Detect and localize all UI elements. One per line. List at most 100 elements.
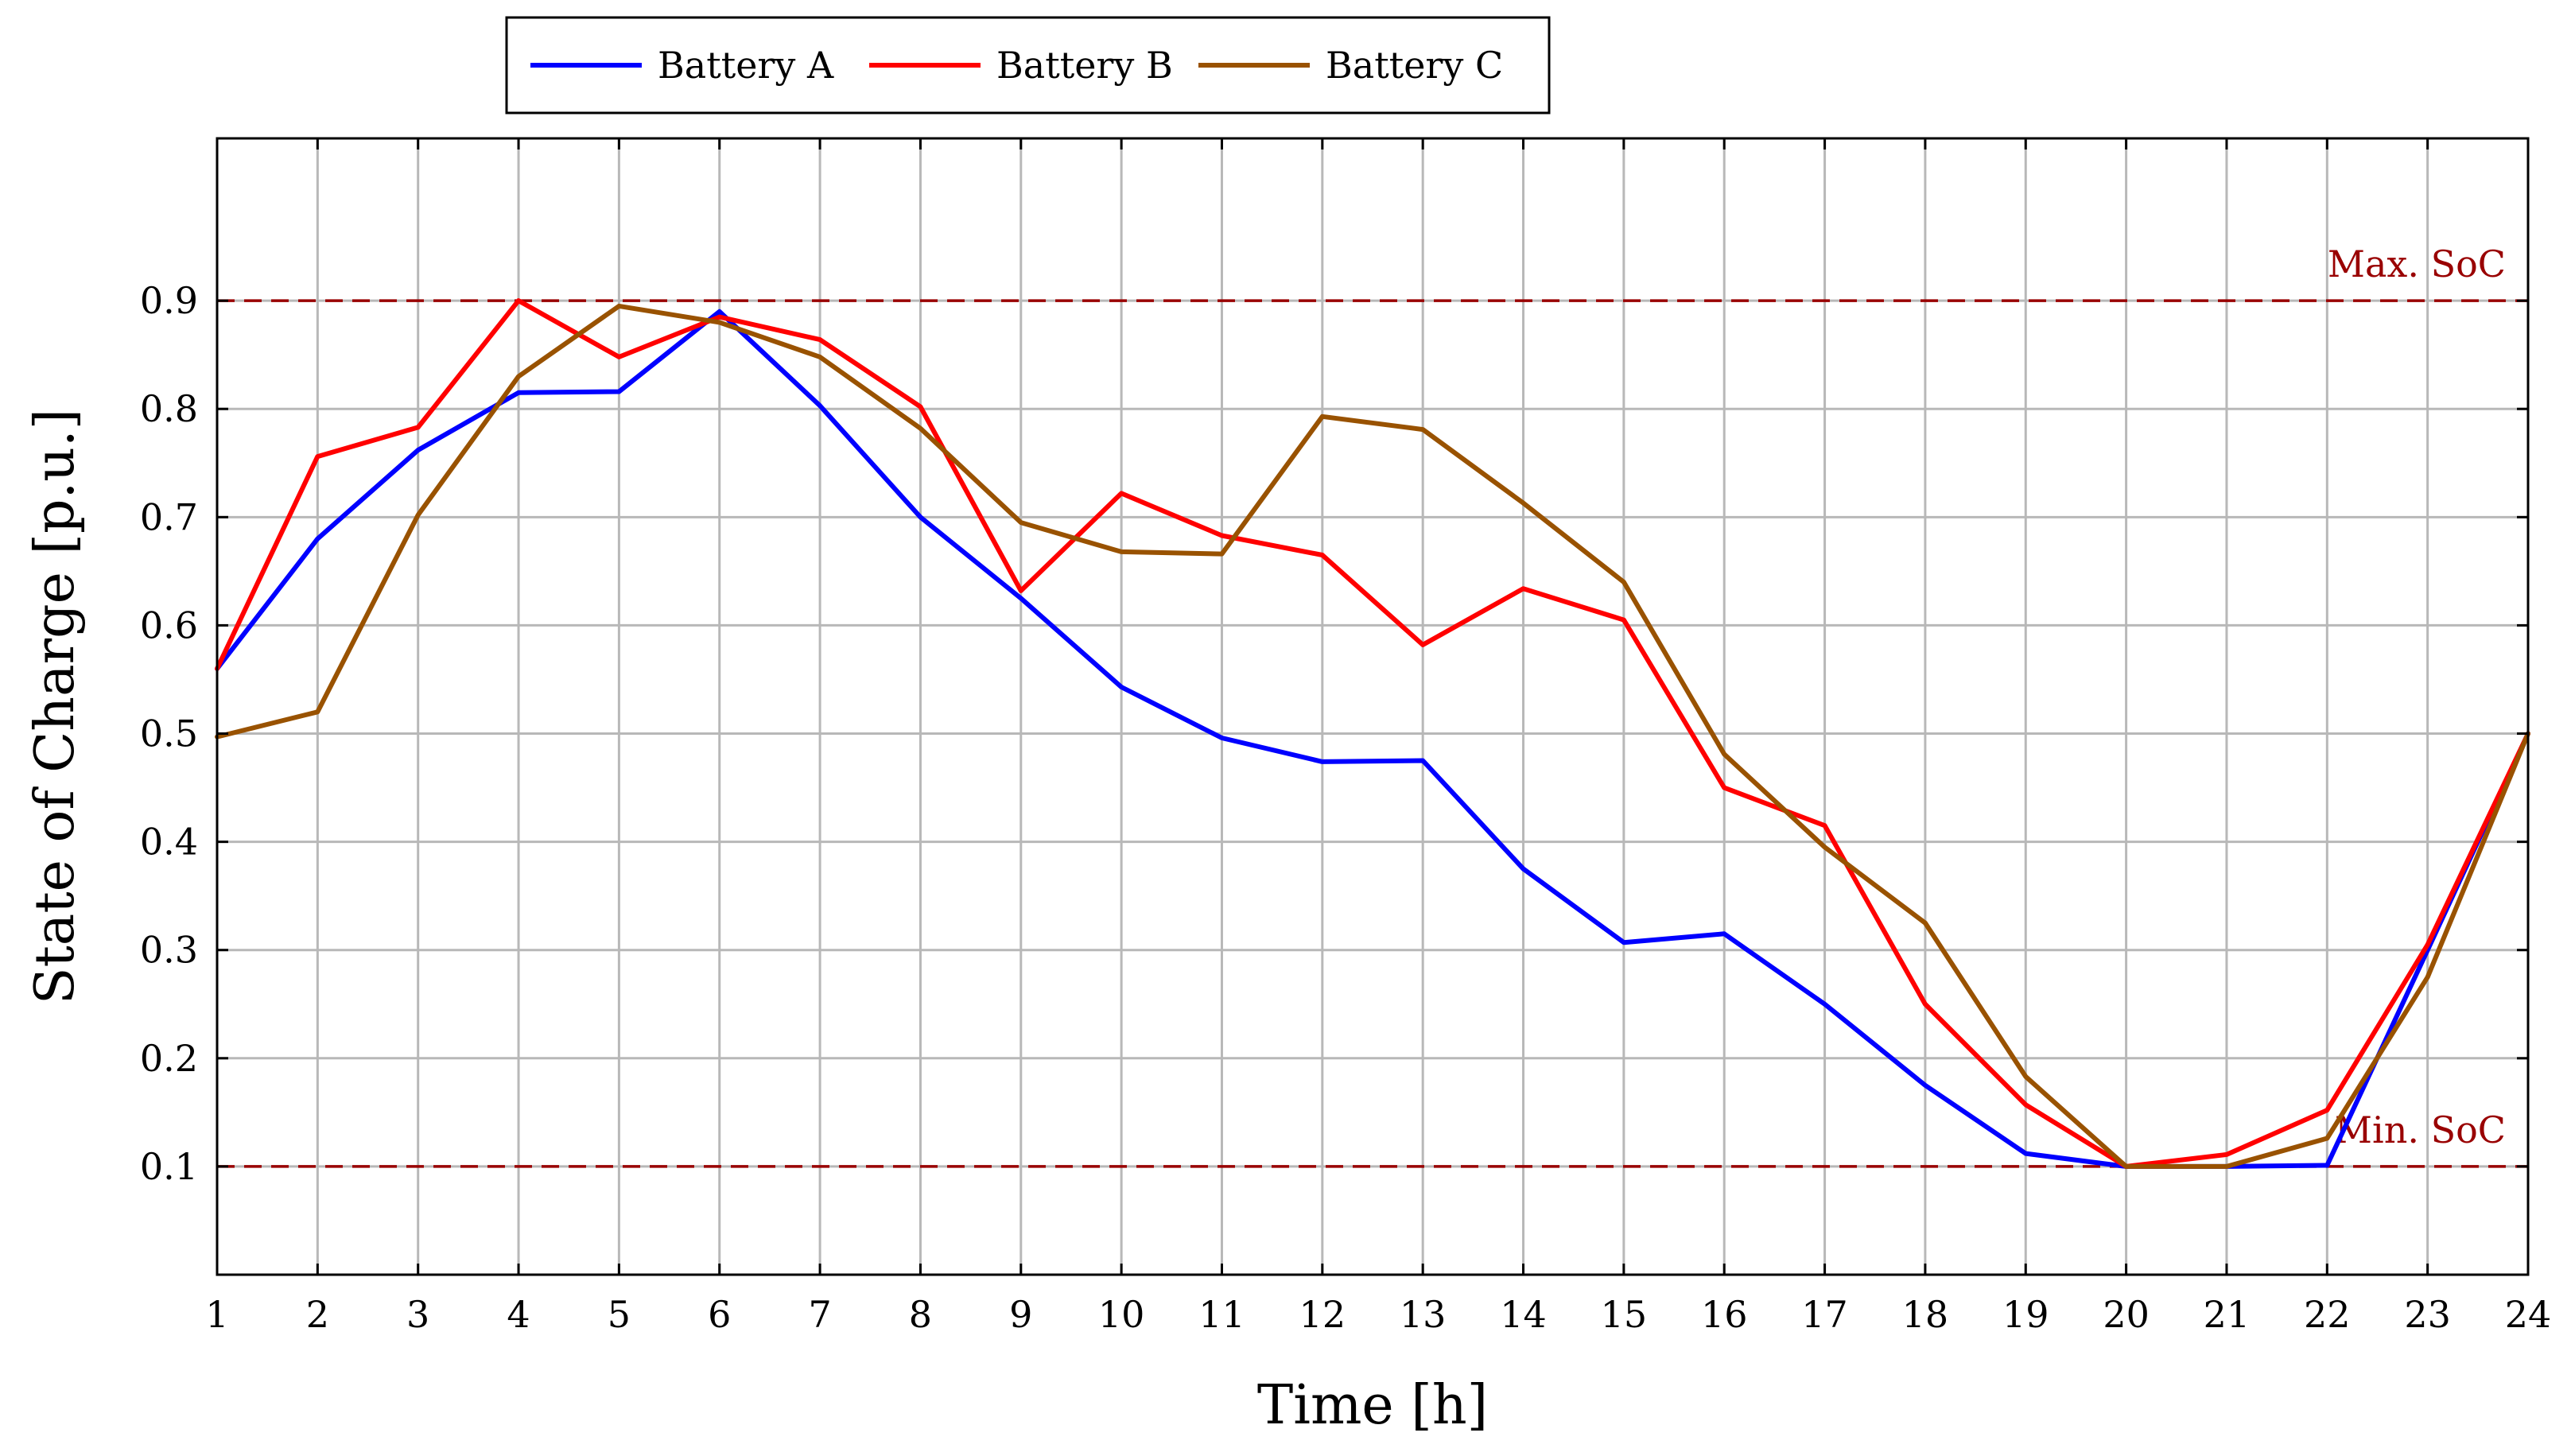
x-axis-title: Time [h] xyxy=(1257,1374,1488,1437)
y-tick-label: 0.9 xyxy=(140,279,198,322)
series-2-point xyxy=(717,315,722,320)
series-3-point xyxy=(516,374,521,379)
x-tick-label: 13 xyxy=(1400,1293,1447,1336)
legend: Battery A Battery B Battery C xyxy=(505,16,1551,115)
series-2-point xyxy=(2224,1152,2229,1157)
series-3-point xyxy=(1219,552,1224,557)
series-3-point xyxy=(1722,751,1726,756)
series-2-point xyxy=(2324,1108,2329,1112)
series-1-point xyxy=(1621,940,1626,945)
series-1-point xyxy=(1521,867,1526,872)
axis-ticks: 1 2 3 4 5 6 7 8 9 10 11 12 13 14 15 16 17 18 19 20 21 22 23 240… xyxy=(140,138,2551,1336)
series-2-point xyxy=(1722,786,1726,790)
series-2-point xyxy=(1923,1002,1928,1007)
series-3-point xyxy=(1521,501,1526,506)
x-tick-label: 2 xyxy=(306,1293,329,1336)
series-3-point xyxy=(918,426,922,431)
x-tick-label: 6 xyxy=(708,1293,731,1336)
series-1-point xyxy=(717,309,722,314)
legend-label-3: Battery C xyxy=(1326,44,1503,87)
series-2-point xyxy=(1420,643,1425,647)
x-tick-label: 1 xyxy=(205,1293,228,1336)
series-3-point xyxy=(1320,414,1325,419)
series-3-point xyxy=(416,513,421,518)
series-3-point xyxy=(1823,844,1827,849)
series-1-point xyxy=(1722,931,1726,936)
series-3-point xyxy=(1420,427,1425,432)
legend-label-2: Battery B xyxy=(996,44,1173,87)
series-3-point xyxy=(1119,549,1124,554)
series-1-point xyxy=(1320,759,1325,764)
series-1-point xyxy=(818,403,822,408)
x-tick-label: 5 xyxy=(608,1293,631,1336)
x-tick-label: 17 xyxy=(1801,1293,1848,1336)
series-2-point xyxy=(1621,618,1626,623)
x-tick-label: 16 xyxy=(1701,1293,1748,1336)
series-1-point xyxy=(2324,1163,2329,1168)
series-2-point xyxy=(1823,823,1827,828)
series-1-point xyxy=(1219,736,1224,740)
series-2-point xyxy=(1320,553,1325,557)
series-line-3 xyxy=(215,303,2530,1169)
x-tick-label: 9 xyxy=(1009,1293,1032,1336)
series-2-point xyxy=(2023,1102,2028,1107)
x-tick-label: 8 xyxy=(909,1293,932,1336)
series-3-point xyxy=(1923,921,1928,926)
y-tick-label: 0.3 xyxy=(140,929,198,972)
x-tick-label: 10 xyxy=(1098,1293,1145,1336)
series-1-point xyxy=(1923,1083,1928,1088)
series-1-point xyxy=(516,390,521,395)
series-2-point xyxy=(1521,586,1526,591)
x-tick-label: 20 xyxy=(2103,1293,2150,1336)
y-tick-label: 0.8 xyxy=(140,387,198,430)
x-tick-label: 15 xyxy=(1601,1293,1648,1336)
x-tick-label: 18 xyxy=(1902,1293,1949,1336)
series-3-point xyxy=(2425,975,2430,980)
series-2-point xyxy=(918,405,922,410)
legend-label-1: Battery A xyxy=(658,44,834,87)
series-2-point xyxy=(1119,491,1124,495)
series-3-point xyxy=(818,355,822,359)
series-3-point xyxy=(2023,1074,2028,1079)
x-tick-label: 14 xyxy=(1500,1293,1547,1336)
series-1-point xyxy=(1119,685,1124,689)
plot-frame xyxy=(216,137,2530,1276)
series-2-point xyxy=(818,337,822,342)
legend-box xyxy=(505,16,1551,115)
x-tick-label: 19 xyxy=(2002,1293,2049,1336)
series-line-1 xyxy=(215,309,2530,1169)
y-tick-label: 0.5 xyxy=(140,712,198,755)
series-3-point xyxy=(2124,1164,2129,1169)
x-tick-label: 12 xyxy=(1299,1293,1346,1336)
series-1-point xyxy=(1823,1002,1827,1007)
series-2-point xyxy=(315,454,320,459)
series-3-point xyxy=(1621,580,1626,584)
reference-lines: Max. SoC Min. SoC xyxy=(217,243,2528,1168)
series-2-point xyxy=(1019,588,1023,593)
series-1-point xyxy=(1019,596,1023,600)
series-1-point xyxy=(315,537,320,542)
y-tick-label: 0.4 xyxy=(140,821,198,864)
reference-line-label: Max. SoC xyxy=(2328,243,2506,285)
series-3-point xyxy=(2224,1164,2229,1169)
series-2-point xyxy=(616,355,621,359)
series-3-point xyxy=(616,304,621,309)
grid xyxy=(216,138,2530,1275)
y-tick-label: 0.6 xyxy=(140,604,198,646)
x-tick-label: 4 xyxy=(507,1293,530,1336)
series-2-point xyxy=(1219,533,1224,538)
series-2-point xyxy=(416,425,421,429)
series-2-point xyxy=(2425,942,2430,947)
series-1-point xyxy=(1420,759,1425,763)
x-tick-label: 23 xyxy=(2404,1293,2451,1336)
y-tick-label: 0.7 xyxy=(140,495,198,538)
x-tick-label: 24 xyxy=(2505,1293,2552,1336)
x-tick-label: 7 xyxy=(808,1293,831,1336)
y-axis-title: State of Charge [p.u.] xyxy=(24,409,87,1004)
y-tick-label: 0.1 xyxy=(140,1145,198,1188)
x-tick-label: 21 xyxy=(2204,1293,2251,1336)
series-1-point xyxy=(918,514,922,519)
series-3-point xyxy=(717,320,722,324)
x-tick-label: 22 xyxy=(2304,1293,2351,1336)
